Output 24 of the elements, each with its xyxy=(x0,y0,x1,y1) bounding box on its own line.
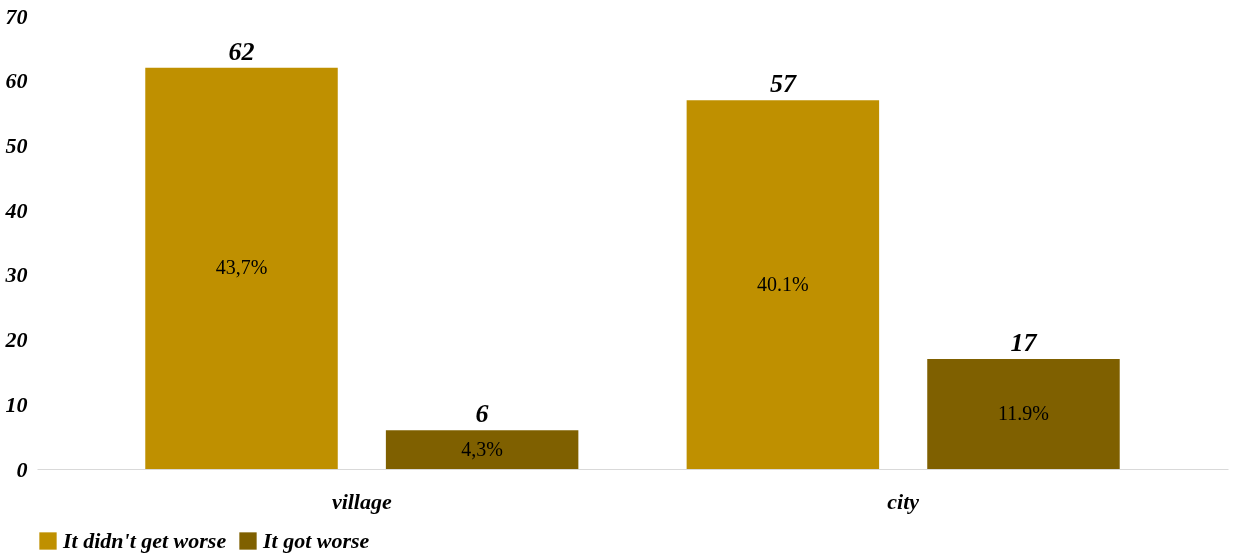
legend-label: It didn't get worse xyxy=(62,528,227,553)
bar xyxy=(686,100,880,469)
y-tick-label: 30 xyxy=(4,262,28,288)
y-tick-label: 50 xyxy=(5,132,28,158)
y-tick-label: 70 xyxy=(5,3,28,29)
y-tick-label: 10 xyxy=(5,391,28,417)
data-label: 6 xyxy=(475,399,489,429)
bar xyxy=(145,67,338,469)
y-tick-label: 0 xyxy=(16,456,28,482)
legend-label: It got worse xyxy=(262,528,370,553)
bar xyxy=(927,358,1120,469)
x-tick-label: village xyxy=(331,488,392,514)
y-tick-label: 40 xyxy=(4,197,28,223)
data-label: 62 xyxy=(228,36,255,66)
data-label: 57 xyxy=(769,69,797,99)
annotation: 40.1% xyxy=(757,272,809,295)
annotation: 4,3% xyxy=(461,437,503,460)
x-tick-label: city xyxy=(887,488,920,514)
data-label: 17 xyxy=(1010,327,1038,357)
annotation: 43,7% xyxy=(215,256,268,279)
y-tick-label: 20 xyxy=(4,327,28,353)
bar xyxy=(385,430,579,469)
y-tick-label: 60 xyxy=(5,68,28,94)
annotation: 11.9% xyxy=(998,401,1049,424)
